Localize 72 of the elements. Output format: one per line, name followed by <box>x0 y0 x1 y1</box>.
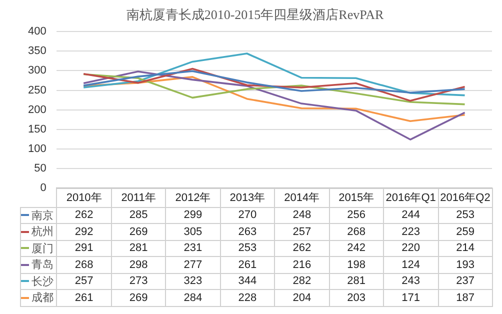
legend-label: 长沙 <box>31 274 54 289</box>
data-label: 187 <box>438 289 493 306</box>
legend-label: 杭州 <box>31 225 54 240</box>
x-tick-label: 2012年 <box>165 188 221 208</box>
data-label: 284 <box>165 289 221 306</box>
data-label: 171 <box>383 289 439 306</box>
data-label: 269 <box>110 289 166 306</box>
x-tick-label: 2016年Q2 <box>438 188 493 208</box>
data-label: 198 <box>328 256 384 274</box>
data-label: 257 <box>274 223 330 240</box>
legend-label: 厦门 <box>31 242 54 256</box>
data-label: 248 <box>274 206 330 224</box>
y-tick-label: 300 <box>28 64 46 77</box>
y-tick-label: 250 <box>28 84 46 96</box>
x-tick-label: 2010年 <box>56 188 112 208</box>
data-label: 231 <box>165 240 221 257</box>
data-label: 223 <box>383 223 439 240</box>
data-label: 262 <box>56 206 112 224</box>
data-label: 244 <box>383 206 439 224</box>
data-label: 261 <box>220 256 276 274</box>
y-tick-label: 50 <box>34 162 46 174</box>
data-label: 281 <box>110 240 166 257</box>
data-label: 124 <box>383 256 439 274</box>
legend-label: 南京 <box>31 208 54 223</box>
y-tick-label: 400 <box>28 26 46 38</box>
data-label: 242 <box>328 240 384 257</box>
x-tick-label: 2013年 <box>220 188 276 208</box>
data-label: 253 <box>220 240 276 257</box>
data-label: 220 <box>383 240 439 257</box>
y-tick-label: 350 <box>28 45 46 58</box>
y-tick-label: 150 <box>28 123 46 136</box>
data-label: 282 <box>274 272 330 290</box>
data-label: 277 <box>165 256 221 274</box>
data-label: 291 <box>56 240 112 257</box>
x-tick-label: 2016年Q1 <box>383 188 439 208</box>
data-label: 237 <box>438 272 493 290</box>
data-label: 273 <box>110 272 166 290</box>
chart-title: 南杭厦青长成2010-2015年四星级酒店RevPAR <box>126 7 384 22</box>
data-label: 344 <box>220 272 276 290</box>
data-label: 305 <box>165 223 221 240</box>
legend-label: 成都 <box>31 291 54 306</box>
y-tick-label: 200 <box>28 104 46 116</box>
x-tick-label: 2014年 <box>274 188 330 208</box>
data-label: 193 <box>438 256 493 274</box>
data-label: 268 <box>56 256 112 274</box>
data-label: 262 <box>274 240 330 257</box>
data-label: 292 <box>56 223 112 240</box>
data-label: 261 <box>56 289 112 306</box>
data-label: 285 <box>110 206 166 224</box>
legend-label: 青岛 <box>31 258 54 272</box>
data-label: 263 <box>220 223 276 240</box>
x-tick-label: 2011年 <box>110 188 166 208</box>
data-label: 269 <box>110 223 166 240</box>
data-label: 228 <box>220 289 276 306</box>
data-label: 259 <box>438 223 493 240</box>
x-tick-label: 2015年 <box>328 188 384 208</box>
data-label: 298 <box>110 256 166 274</box>
y-tick-label: 0 <box>40 182 46 194</box>
data-label: 256 <box>328 206 384 224</box>
data-label: 253 <box>438 206 493 224</box>
data-label: 214 <box>438 240 493 257</box>
data-label: 268 <box>328 223 384 240</box>
data-label: 299 <box>165 206 221 224</box>
data-label: 281 <box>328 272 384 290</box>
data-label: 216 <box>274 256 330 274</box>
data-label: 243 <box>383 272 439 290</box>
data-label: 323 <box>165 272 221 290</box>
data-label: 270 <box>220 206 276 224</box>
data-label: 257 <box>56 272 112 290</box>
data-label: 203 <box>328 289 384 306</box>
data-label: 204 <box>274 289 330 306</box>
y-tick-label: 100 <box>28 142 46 155</box>
